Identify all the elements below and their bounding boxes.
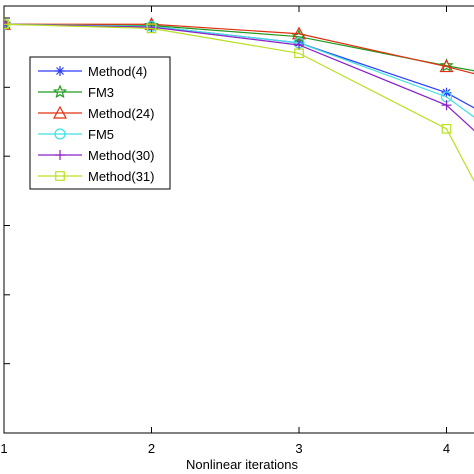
data-point <box>146 23 157 34</box>
legend-entry-method-24: Method(24) <box>38 105 154 121</box>
legend-entry-method-31: Method(31) <box>38 169 154 184</box>
legend-label: FM3 <box>88 85 114 100</box>
data-point <box>439 58 454 72</box>
data-point <box>439 59 454 73</box>
legend-entry-method-4: Method(4) <box>38 64 147 79</box>
series-line <box>4 23 474 75</box>
data-point <box>4 19 9 30</box>
legend-marker <box>55 171 65 181</box>
x-tick-label: 1 <box>0 441 7 456</box>
x-axis-label: Nonlinear iterations <box>186 457 299 472</box>
legend-box <box>29 56 171 190</box>
series-method-31 <box>4 19 474 183</box>
x-tick-label: 4 <box>443 441 450 456</box>
plot-axes: 1 2 3 4 <box>0 5 474 456</box>
legend: Method(4) FM3 Method(24) FM5 Method(30) Metho… <box>29 56 171 190</box>
legend-label: Method(31) <box>88 169 154 184</box>
legend-marker <box>52 84 68 99</box>
data-point <box>294 48 304 59</box>
data-point <box>441 100 452 111</box>
legend-marker <box>54 128 66 140</box>
x-tick-label: 2 <box>148 441 155 456</box>
legend-label: FM5 <box>88 127 114 142</box>
legend-marker <box>55 150 65 160</box>
plot-frame <box>3 5 474 434</box>
legend-entry-fm3: FM3 <box>38 84 114 100</box>
legend-label: Method(24) <box>88 106 154 121</box>
legend-entry-fm5: FM5 <box>38 127 114 142</box>
x-tick-label: 3 <box>295 441 302 456</box>
legend-entry-method-30: Method(30) <box>38 148 154 163</box>
legend-marker <box>52 105 68 119</box>
legend-marker <box>55 66 65 76</box>
series-layer <box>4 16 474 183</box>
legend-label: Method(30) <box>88 148 154 163</box>
data-point <box>441 123 452 134</box>
data-point <box>291 26 307 40</box>
legend-label: Method(4) <box>88 64 147 79</box>
series-line <box>4 23 474 183</box>
data-point <box>294 39 304 50</box>
